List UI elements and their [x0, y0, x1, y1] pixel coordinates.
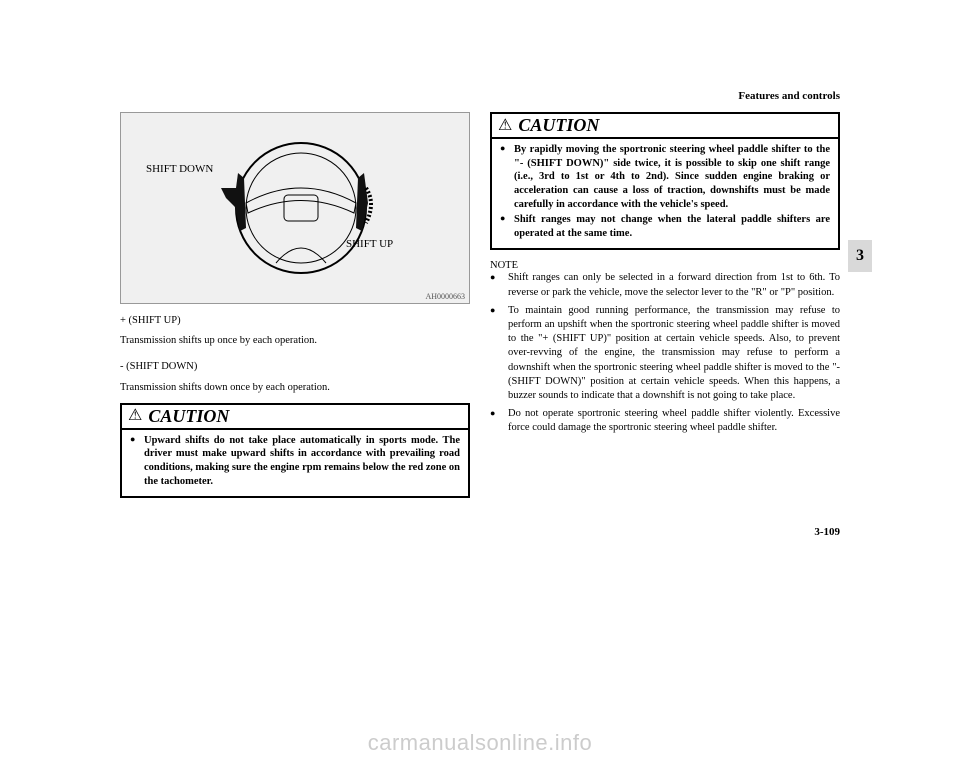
figure-id: AH0000663 — [425, 292, 465, 301]
caution-body-right: By rapidly moving the sportronic steerin… — [492, 139, 838, 248]
note-list: Shift ranges can only be selected in a f… — [490, 271, 840, 435]
steering-wheel-figure: SHIFT DOWN SHIFT UP AH0000663 — [120, 112, 470, 304]
page-number: 3-109 — [814, 526, 840, 538]
warning-triangle-icon: ⚠ — [128, 408, 142, 424]
note-item: Do not operate sportronic steering wheel… — [490, 407, 840, 435]
left-column: SHIFT DOWN SHIFT UP AH0000663 + (SHIFT U… — [120, 112, 470, 498]
caution-title: CAUTION — [148, 406, 229, 427]
shift-down-title: - (SHIFT DOWN) — [120, 360, 470, 374]
manual-page: Features and controls — [120, 90, 840, 498]
caution-item: Shift ranges may not change when the lat… — [500, 213, 830, 240]
note-item: Shift ranges can only be selected in a f… — [490, 271, 840, 299]
right-column: ⚠ CAUTION By rapidly moving the sportron… — [490, 112, 840, 498]
shift-down-description: Transmission shifts down once by each op… — [120, 381, 470, 395]
caution-title-row: ⚠ CAUTION — [492, 114, 838, 139]
steering-wheel-illustration — [216, 133, 386, 288]
caution-title: CAUTION — [518, 115, 599, 136]
shift-up-title: + (SHIFT UP) — [120, 314, 470, 328]
caution-title-row: ⚠ CAUTION — [122, 405, 468, 430]
shift-up-description: Transmission shifts up once by each oper… — [120, 334, 470, 348]
watermark-text: carmanualsonline.info — [0, 730, 960, 756]
two-column-layout: SHIFT DOWN SHIFT UP AH0000663 + (SHIFT U… — [120, 112, 840, 498]
caution-item: By rapidly moving the sportronic steerin… — [500, 143, 830, 211]
warning-triangle-icon: ⚠ — [498, 118, 512, 134]
note-item: To maintain good running performance, th… — [490, 304, 840, 403]
caution-body-left: Upward shifts do not take place automati… — [122, 430, 468, 497]
figure-label-shift-down: SHIFT DOWN — [146, 163, 213, 175]
section-header: Features and controls — [120, 90, 840, 102]
figure-label-shift-up: SHIFT UP — [346, 238, 393, 250]
note-heading: NOTE — [490, 260, 840, 271]
caution-box-left: ⚠ CAUTION Upward shifts do not take plac… — [120, 403, 470, 499]
caution-box-right: ⚠ CAUTION By rapidly moving the sportron… — [490, 112, 840, 250]
chapter-side-tab: 3 — [848, 240, 872, 272]
caution-item: Upward shifts do not take place automati… — [130, 434, 460, 489]
